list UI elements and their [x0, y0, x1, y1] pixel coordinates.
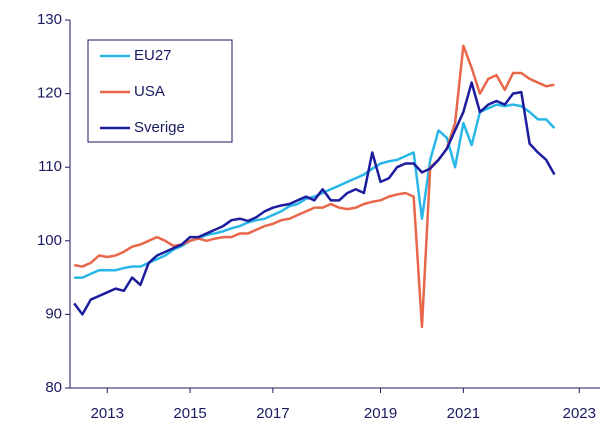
y-tick-label: 80: [45, 379, 62, 396]
y-tick-label: 90: [45, 305, 62, 322]
y-tick-label: 130: [37, 11, 62, 28]
legend-label: Sverige: [134, 119, 185, 136]
x-tick-label: 2023: [563, 405, 596, 422]
legend-label: EU27: [134, 47, 172, 64]
y-tick-label: 120: [37, 85, 62, 102]
series-line: [73, 44, 555, 329]
x-tick-label: 2015: [173, 405, 206, 422]
x-tick-label: 2017: [256, 405, 289, 422]
y-tick-label: 100: [37, 232, 62, 249]
x-tick-label: 2019: [364, 405, 397, 422]
x-tick-label: 2013: [91, 405, 124, 422]
legend-label: USA: [134, 83, 165, 100]
y-tick-label: 110: [38, 158, 62, 175]
series-line: [74, 103, 556, 279]
series-line: [73, 81, 556, 316]
x-tick-label: 2021: [447, 405, 480, 422]
